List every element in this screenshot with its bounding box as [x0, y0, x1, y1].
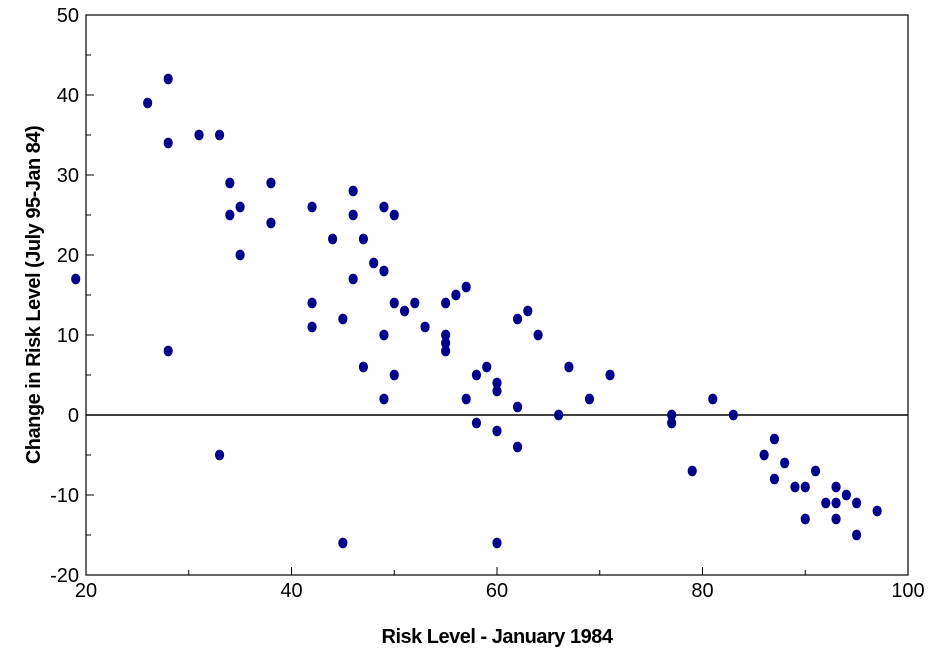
x-tick-label: 60	[486, 580, 508, 602]
x-tick-label: 100	[891, 580, 924, 602]
data-point	[492, 385, 502, 397]
data-point	[492, 537, 502, 549]
x-axis-title: Risk Level - January 1984	[382, 626, 614, 648]
data-point	[831, 481, 841, 493]
data-point	[831, 513, 841, 525]
data-point	[790, 481, 800, 493]
data-point	[225, 177, 235, 189]
data-point	[214, 129, 225, 141]
data-point	[214, 449, 225, 461]
data-point	[235, 249, 245, 261]
data-point	[163, 345, 173, 357]
plot-area-frame	[85, 14, 909, 576]
data-point	[810, 465, 821, 477]
data-point	[143, 97, 153, 109]
data-point	[780, 457, 790, 469]
data-point	[605, 369, 615, 381]
data-point	[461, 281, 471, 293]
data-point	[852, 497, 862, 509]
data-point	[492, 377, 502, 389]
data-point	[328, 233, 338, 245]
data-point	[667, 409, 677, 421]
data-point	[163, 137, 173, 149]
data-point	[194, 129, 204, 141]
data-point	[441, 297, 451, 309]
data-point	[512, 313, 523, 325]
data-point	[379, 265, 389, 277]
data-point	[441, 345, 451, 357]
data-point	[461, 393, 471, 405]
data-point	[708, 393, 718, 405]
data-point	[338, 537, 348, 549]
data-point	[369, 257, 379, 269]
data-point	[759, 449, 769, 461]
y-tick-label: 50	[57, 5, 79, 27]
data-point	[307, 201, 317, 213]
data-point	[348, 273, 358, 285]
data-point	[348, 185, 358, 197]
data-point	[800, 513, 810, 525]
data-point	[533, 329, 543, 341]
data-point	[667, 417, 677, 429]
data-point	[564, 361, 574, 373]
y-tick-label: 10	[57, 325, 79, 347]
data-point	[379, 201, 389, 213]
data-point	[307, 297, 317, 309]
data-point	[523, 305, 533, 317]
data-point	[71, 273, 81, 285]
y-tick-label: 20	[57, 245, 79, 267]
data-point	[471, 369, 482, 381]
data-point	[451, 289, 461, 301]
data-point	[512, 441, 523, 453]
data-point	[307, 321, 317, 333]
data-point	[852, 529, 862, 541]
data-point	[841, 489, 851, 501]
data-point	[389, 209, 399, 221]
data-point	[266, 217, 276, 229]
data-point	[769, 433, 780, 445]
data-point	[266, 177, 276, 189]
x-tick-label: 80	[691, 580, 713, 602]
data-point	[163, 73, 173, 85]
axis-ticks: 20 40 60 80 100 -20 -10 0 10 20 30 40 50	[50, 5, 925, 602]
data-point	[821, 497, 831, 509]
y-tick-label: 0	[68, 405, 79, 427]
data-point	[379, 393, 389, 405]
data-point	[584, 393, 595, 405]
data-point	[389, 297, 399, 309]
data-point	[348, 209, 358, 221]
y-tick-label: 30	[57, 165, 79, 187]
data-point	[358, 233, 369, 245]
data-point	[410, 297, 420, 309]
x-tick-label: 20	[75, 580, 97, 602]
data-point	[379, 329, 389, 341]
data-point	[441, 337, 451, 349]
data-point	[492, 425, 502, 437]
y-axis-title: Change in Risk Level (July 95-Jan 84)	[23, 126, 45, 464]
data-point	[769, 473, 780, 485]
data-point	[872, 505, 882, 517]
data-point	[441, 329, 451, 341]
x-tick-label: 40	[280, 580, 302, 602]
data-point	[225, 209, 235, 221]
data-point	[471, 417, 482, 429]
data-point	[338, 313, 348, 325]
y-tick-label: -20	[50, 565, 79, 587]
data-point	[687, 465, 697, 477]
y-tick-label: 40	[57, 85, 79, 107]
data-point	[512, 401, 523, 413]
data-point	[728, 409, 738, 421]
data-point	[482, 361, 492, 373]
data-point	[554, 409, 564, 421]
y-tick-label: -10	[50, 485, 79, 507]
data-point	[358, 361, 369, 373]
data-point	[399, 305, 410, 317]
data-point	[235, 201, 245, 213]
data-point	[800, 481, 810, 493]
data-point	[389, 369, 399, 381]
data-point	[420, 321, 430, 333]
data-points	[71, 73, 882, 549]
data-point	[831, 497, 841, 509]
